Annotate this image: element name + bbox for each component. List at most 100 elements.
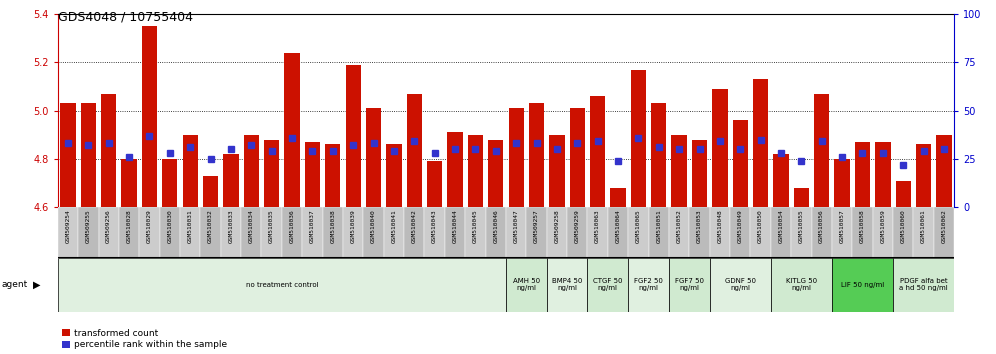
Text: GSM510047: GSM510047: [514, 210, 519, 244]
Bar: [773, 154, 789, 207]
Bar: [221, 207, 241, 258]
Bar: [547, 207, 567, 258]
Bar: [549, 135, 565, 207]
Bar: [346, 65, 361, 207]
Text: agent: agent: [2, 280, 28, 290]
Bar: [692, 139, 707, 207]
Bar: [386, 144, 401, 207]
Text: BMP4 50
ng/ml: BMP4 50 ng/ml: [552, 279, 583, 291]
Bar: [509, 108, 524, 207]
Bar: [628, 258, 669, 312]
Text: GSM510063: GSM510063: [596, 210, 601, 244]
Bar: [812, 207, 832, 258]
Text: GSM510064: GSM510064: [616, 210, 621, 244]
Text: GSM510057: GSM510057: [840, 210, 845, 244]
Text: GSM510065: GSM510065: [635, 210, 640, 244]
Text: GSM510028: GSM510028: [126, 210, 131, 244]
Bar: [771, 207, 791, 258]
Text: GSM510061: GSM510061: [921, 210, 926, 244]
Bar: [506, 207, 526, 258]
Bar: [302, 207, 323, 258]
Bar: [916, 144, 931, 207]
Text: GSM510054: GSM510054: [779, 210, 784, 244]
Text: GSM510058: GSM510058: [860, 210, 865, 244]
Bar: [853, 207, 872, 258]
Bar: [244, 135, 259, 207]
Bar: [832, 258, 893, 312]
Text: GSM509256: GSM509256: [107, 210, 112, 244]
Text: GSM510038: GSM510038: [331, 210, 336, 244]
Bar: [750, 207, 771, 258]
Text: GSM510046: GSM510046: [493, 210, 498, 244]
Bar: [366, 108, 381, 207]
Bar: [733, 120, 748, 207]
Bar: [648, 207, 669, 258]
Bar: [58, 207, 78, 258]
Text: GSM509258: GSM509258: [555, 210, 560, 244]
Bar: [875, 142, 890, 207]
Bar: [468, 135, 483, 207]
Text: GSM510052: GSM510052: [676, 210, 681, 244]
Text: GSM510050: GSM510050: [758, 210, 763, 244]
Bar: [895, 181, 911, 207]
Text: GSM510062: GSM510062: [941, 210, 946, 244]
Bar: [936, 135, 951, 207]
Bar: [323, 207, 343, 258]
Bar: [630, 70, 646, 207]
Text: GSM510042: GSM510042: [411, 210, 416, 244]
Bar: [122, 159, 136, 207]
Bar: [159, 207, 180, 258]
Text: GSM510059: GSM510059: [880, 210, 885, 244]
Bar: [305, 142, 320, 207]
Bar: [404, 207, 424, 258]
Text: GSM510033: GSM510033: [228, 210, 233, 244]
Bar: [488, 139, 503, 207]
Bar: [343, 207, 364, 258]
Bar: [200, 207, 221, 258]
Text: GSM510034: GSM510034: [249, 210, 254, 244]
Text: GDS4048 / 10755404: GDS4048 / 10755404: [58, 11, 193, 24]
Text: GSM509254: GSM509254: [66, 210, 71, 244]
Bar: [628, 207, 648, 258]
Text: GSM510040: GSM510040: [372, 210, 376, 244]
Bar: [141, 26, 157, 207]
Bar: [486, 207, 506, 258]
Bar: [262, 207, 282, 258]
Text: GSM510048: GSM510048: [717, 210, 722, 244]
Bar: [669, 258, 710, 312]
Bar: [611, 188, 625, 207]
Bar: [182, 135, 198, 207]
Text: GSM510056: GSM510056: [820, 210, 825, 244]
Bar: [590, 96, 606, 207]
Text: GSM510053: GSM510053: [697, 210, 702, 244]
Bar: [689, 207, 710, 258]
Bar: [526, 207, 547, 258]
Text: GSM510060: GSM510060: [900, 210, 905, 244]
Text: GSM509257: GSM509257: [534, 210, 539, 244]
Bar: [608, 207, 628, 258]
Bar: [364, 207, 383, 258]
Bar: [872, 207, 893, 258]
Bar: [771, 258, 832, 312]
Text: GSM510051: GSM510051: [656, 210, 661, 244]
Text: GSM510049: GSM510049: [738, 210, 743, 244]
Bar: [264, 139, 279, 207]
Text: GSM510036: GSM510036: [290, 210, 295, 244]
Bar: [406, 94, 422, 207]
Text: ▶: ▶: [33, 280, 41, 290]
Legend: transformed count, percentile rank within the sample: transformed count, percentile rank withi…: [63, 329, 227, 349]
Text: GSM510037: GSM510037: [310, 210, 315, 244]
Bar: [832, 207, 853, 258]
Bar: [58, 258, 506, 312]
Bar: [447, 132, 463, 207]
Bar: [671, 135, 687, 207]
Bar: [893, 207, 913, 258]
Text: GSM510035: GSM510035: [269, 210, 274, 244]
Bar: [730, 207, 750, 258]
Text: no treatment control: no treatment control: [246, 282, 318, 288]
Bar: [203, 176, 218, 207]
Bar: [588, 258, 628, 312]
Bar: [282, 207, 302, 258]
Text: FGF7 50
ng/ml: FGF7 50 ng/ml: [675, 279, 704, 291]
Bar: [99, 207, 119, 258]
